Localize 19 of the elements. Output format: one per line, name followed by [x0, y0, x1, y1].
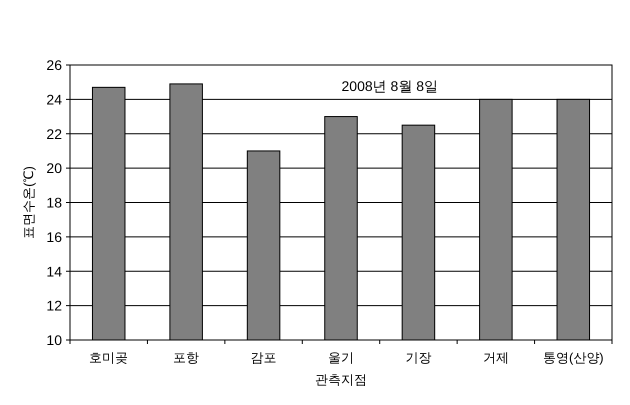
y-tick-label: 14 — [46, 263, 62, 280]
x-tick-label: 감포 — [250, 350, 277, 365]
y-tick-label: 26 — [46, 57, 62, 73]
y-tick-label: 20 — [46, 160, 62, 176]
x-tick-label: 기장 — [405, 350, 432, 365]
y-tick-label: 16 — [46, 228, 62, 245]
y-tick-label: 24 — [46, 91, 62, 108]
y-tick-label: 12 — [46, 298, 62, 314]
y-axis-title: 표면수온(℃) — [21, 166, 36, 239]
x-tick-label: 호미곶 — [89, 350, 128, 365]
y-tick-label: 10 — [46, 332, 62, 348]
x-tick-label: 통영(산양) — [542, 350, 604, 365]
x-tick-label: 포항 — [173, 350, 200, 365]
y-tick-label: 22 — [46, 126, 62, 142]
x-axis-title: 관측지점 — [315, 372, 367, 387]
x-tick-label: 울기 — [328, 350, 354, 365]
x-tick-label: 거제 — [482, 350, 509, 365]
y-tick-label: 18 — [46, 194, 62, 210]
annotation: 2008년 8월 8일 — [342, 78, 438, 94]
